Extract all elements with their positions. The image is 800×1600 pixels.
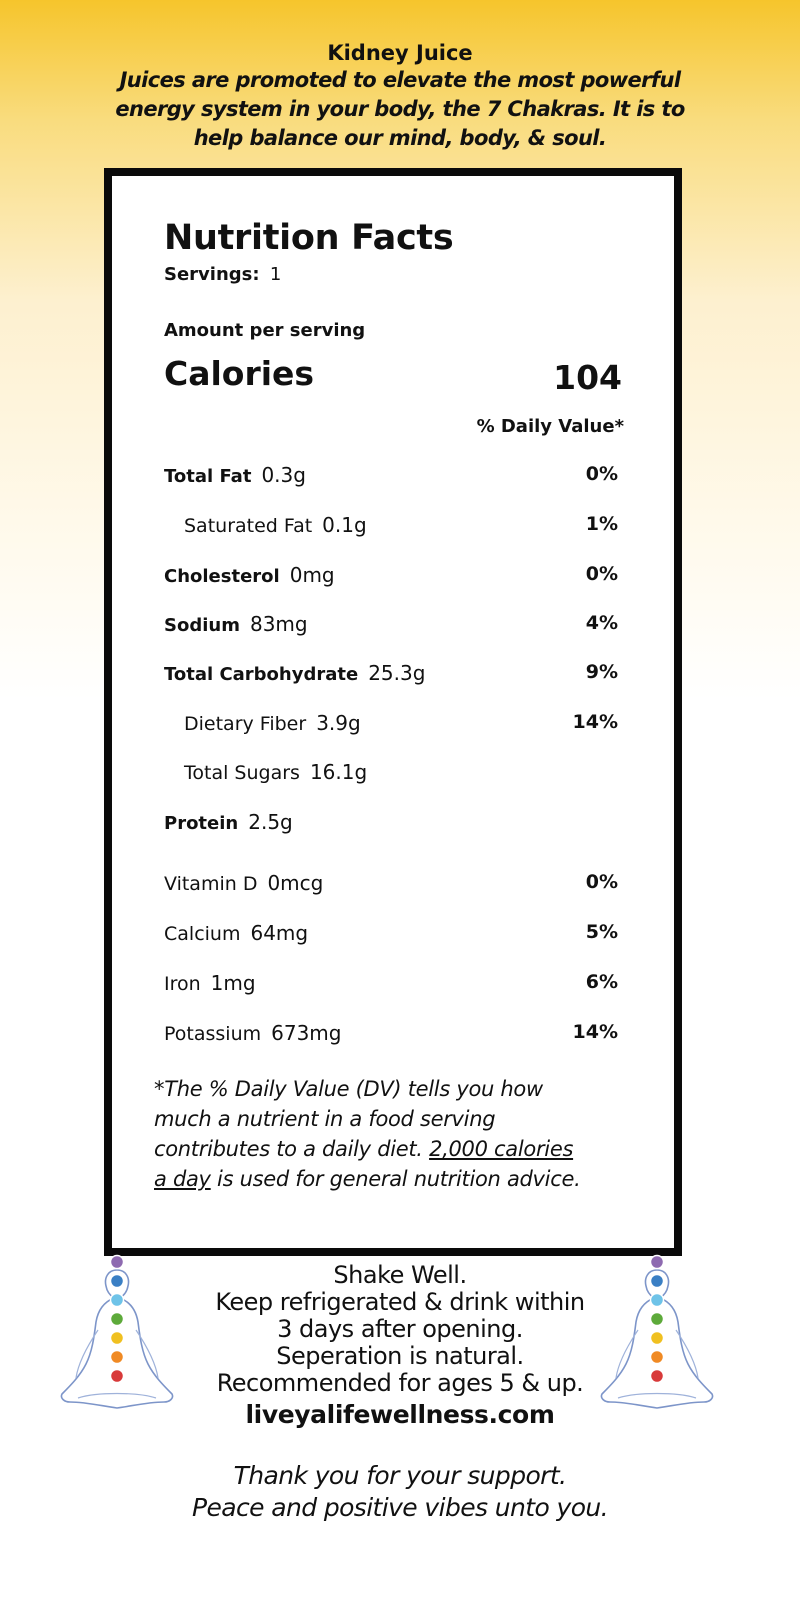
nutrient-row-saturated-fat: Saturated Fat 0.1g 1% — [164, 513, 618, 543]
footnote-underlined: a day — [154, 1167, 211, 1191]
nutrient-row-sodium: Sodium 83mg 4% — [164, 612, 618, 642]
nutrient-row-total-sugars: Total Sugars 16.1g — [164, 760, 618, 790]
chakra-dot — [109, 1292, 125, 1308]
thank-you-message: Thank you for your support. Peace and po… — [140, 1460, 660, 1524]
chakra-dot — [649, 1349, 665, 1365]
footnote-underlined: 2,000 calories — [429, 1137, 574, 1161]
figure-outline — [600, 1269, 714, 1409]
nutrient-dv: 5% — [585, 921, 618, 943]
nutrient-amount: 2.5g — [248, 810, 293, 834]
nutrient-name: Vitamin D — [164, 873, 258, 895]
nutrient-row-protein: Protein 2.5g — [164, 810, 618, 840]
chakra-dot — [109, 1273, 125, 1289]
instruction-line-3: 3 days after opening. — [277, 1315, 523, 1343]
nutrient-dv: 14% — [572, 711, 618, 733]
chakra-dot — [649, 1330, 665, 1346]
footnote-line-3: contributes to a daily diet. 2,000 calor… — [154, 1134, 644, 1164]
nutrient-row-vitamin-d: Vitamin D 0mcg 0% — [164, 871, 618, 901]
nutrient-amount: 16.1g — [309, 760, 368, 784]
nutrition-facts-heading: Nutrition Facts — [164, 218, 454, 258]
footnote-text: is used for general nutrition advice. — [210, 1167, 581, 1191]
footnote-line-2: much a nutrient in a food serving — [154, 1107, 496, 1131]
nutrition-facts-label: Nutrition Facts Servings: 1 Amount per s… — [104, 168, 682, 1256]
meditating-figure-right-icon — [600, 1254, 714, 1409]
nutrient-name: Potassium — [164, 1023, 262, 1045]
nutrient-row-iron: Iron 1mg 6% — [164, 971, 618, 1001]
calories-label: Calories — [164, 354, 315, 393]
chakra-dot — [649, 1254, 665, 1270]
daily-value-footnote: *The % Daily Value (DV) tells you how mu… — [154, 1074, 644, 1194]
nutrient-amount: 0mcg — [267, 871, 324, 895]
chakra-dot — [109, 1368, 125, 1384]
nutrient-dv: 9% — [585, 661, 618, 683]
nutrient-name: Saturated Fat — [184, 515, 313, 537]
nutrient-dv: 14% — [572, 1021, 618, 1043]
nutrient-name: Dietary Fiber — [184, 713, 307, 735]
nutrient-row-potassium: Potassium 673mg 14% — [164, 1021, 618, 1051]
nutrient-amount: 1mg — [210, 971, 256, 995]
nutrient-amount: 0.1g — [322, 513, 367, 537]
nutrient-amount: 0.3g — [261, 463, 306, 487]
nutrient-name: Total Carbohydrate — [164, 664, 359, 685]
nutrient-dv: 0% — [585, 871, 618, 893]
servings: Servings: 1 — [164, 264, 281, 285]
calories-value: 104 — [553, 358, 622, 397]
instruction-line-5: Recommended for ages 5 & up. — [216, 1369, 584, 1397]
nutrient-amount: 3.9g — [316, 711, 361, 735]
figure-limbs — [75, 1329, 159, 1399]
nutrient-name: Iron — [164, 973, 201, 995]
thanks-line-1: Thank you for your support. — [233, 1461, 567, 1490]
nutrient-row-cholesterol: Cholesterol 0mg 0% — [164, 563, 618, 593]
figure-outline — [60, 1269, 174, 1409]
chakra-dot — [649, 1292, 665, 1308]
chakra-dot — [109, 1330, 125, 1346]
website-link[interactable]: liveyalifewellness.com — [245, 1400, 555, 1429]
servings-value: 1 — [269, 264, 282, 285]
meditating-figure-left-icon — [60, 1254, 174, 1409]
nutrient-row-dietary-fiber: Dietary Fiber 3.9g 14% — [164, 711, 618, 741]
nutrient-amount: 83mg — [249, 612, 308, 636]
instructions: Shake Well. Keep refrigerated & drink wi… — [160, 1261, 640, 1429]
nutrient-name: Protein — [164, 813, 239, 834]
amount-per-serving: Amount per serving — [164, 320, 366, 341]
instruction-line-1: Shake Well. — [333, 1261, 467, 1289]
nutrient-dv: 0% — [585, 463, 618, 485]
nutrient-amount: 673mg — [271, 1021, 342, 1045]
daily-value-header: % Daily Value* — [476, 416, 624, 437]
figure-limbs — [615, 1329, 699, 1399]
nutrient-row-calcium: Calcium 64mg 5% — [164, 921, 618, 951]
nutrient-dv: 1% — [585, 513, 618, 535]
chakra-dot — [649, 1368, 665, 1384]
chakra-dot — [649, 1273, 665, 1289]
chakra-dot — [109, 1349, 125, 1365]
product-title: Kidney Juice — [327, 41, 473, 65]
nutrient-amount: 0mg — [289, 563, 335, 587]
nutrient-name: Sodium — [164, 615, 240, 636]
servings-label: Servings: — [164, 264, 260, 285]
tagline-line-2: energy system in your body, the 7 Chakra… — [115, 97, 685, 121]
tagline-line-1: Juices are promoted to elevate the most … — [119, 68, 681, 92]
chakra-dot — [649, 1311, 665, 1327]
footnote-text: contributes to a daily diet. — [154, 1137, 430, 1161]
nutrient-name: Total Fat — [164, 466, 252, 487]
nutrient-amount: 64mg — [250, 921, 309, 945]
chakra-dot — [109, 1311, 125, 1327]
instruction-line-4: Seperation is natural. — [276, 1342, 524, 1370]
footnote-line-4: a day is used for general nutrition advi… — [154, 1164, 644, 1194]
thanks-line-2: Peace and positive vibes unto you. — [191, 1493, 609, 1522]
nutrient-dv: 6% — [585, 971, 618, 993]
nutrient-dv: 0% — [585, 563, 618, 585]
nutrient-row-total-fat: Total Fat 0.3g 0% — [164, 463, 618, 493]
tagline-line-3: help balance our mind, body, & soul. — [193, 126, 607, 150]
nutrient-row-total-carbohydrate: Total Carbohydrate 25.3g 9% — [164, 661, 618, 691]
chakra-dot — [109, 1254, 125, 1270]
header: Kidney Juice Juices are promoted to elev… — [40, 40, 760, 153]
nutrient-amount: 25.3g — [368, 661, 426, 685]
nutrient-name: Total Sugars — [184, 762, 300, 784]
nutrient-dv: 4% — [585, 612, 618, 634]
nutrient-name: Calcium — [164, 923, 241, 945]
nutrient-name: Cholesterol — [164, 566, 280, 587]
instruction-line-2: Keep refrigerated & drink within — [215, 1288, 585, 1316]
footnote-line-1: *The % Daily Value (DV) tells you how — [154, 1077, 543, 1101]
